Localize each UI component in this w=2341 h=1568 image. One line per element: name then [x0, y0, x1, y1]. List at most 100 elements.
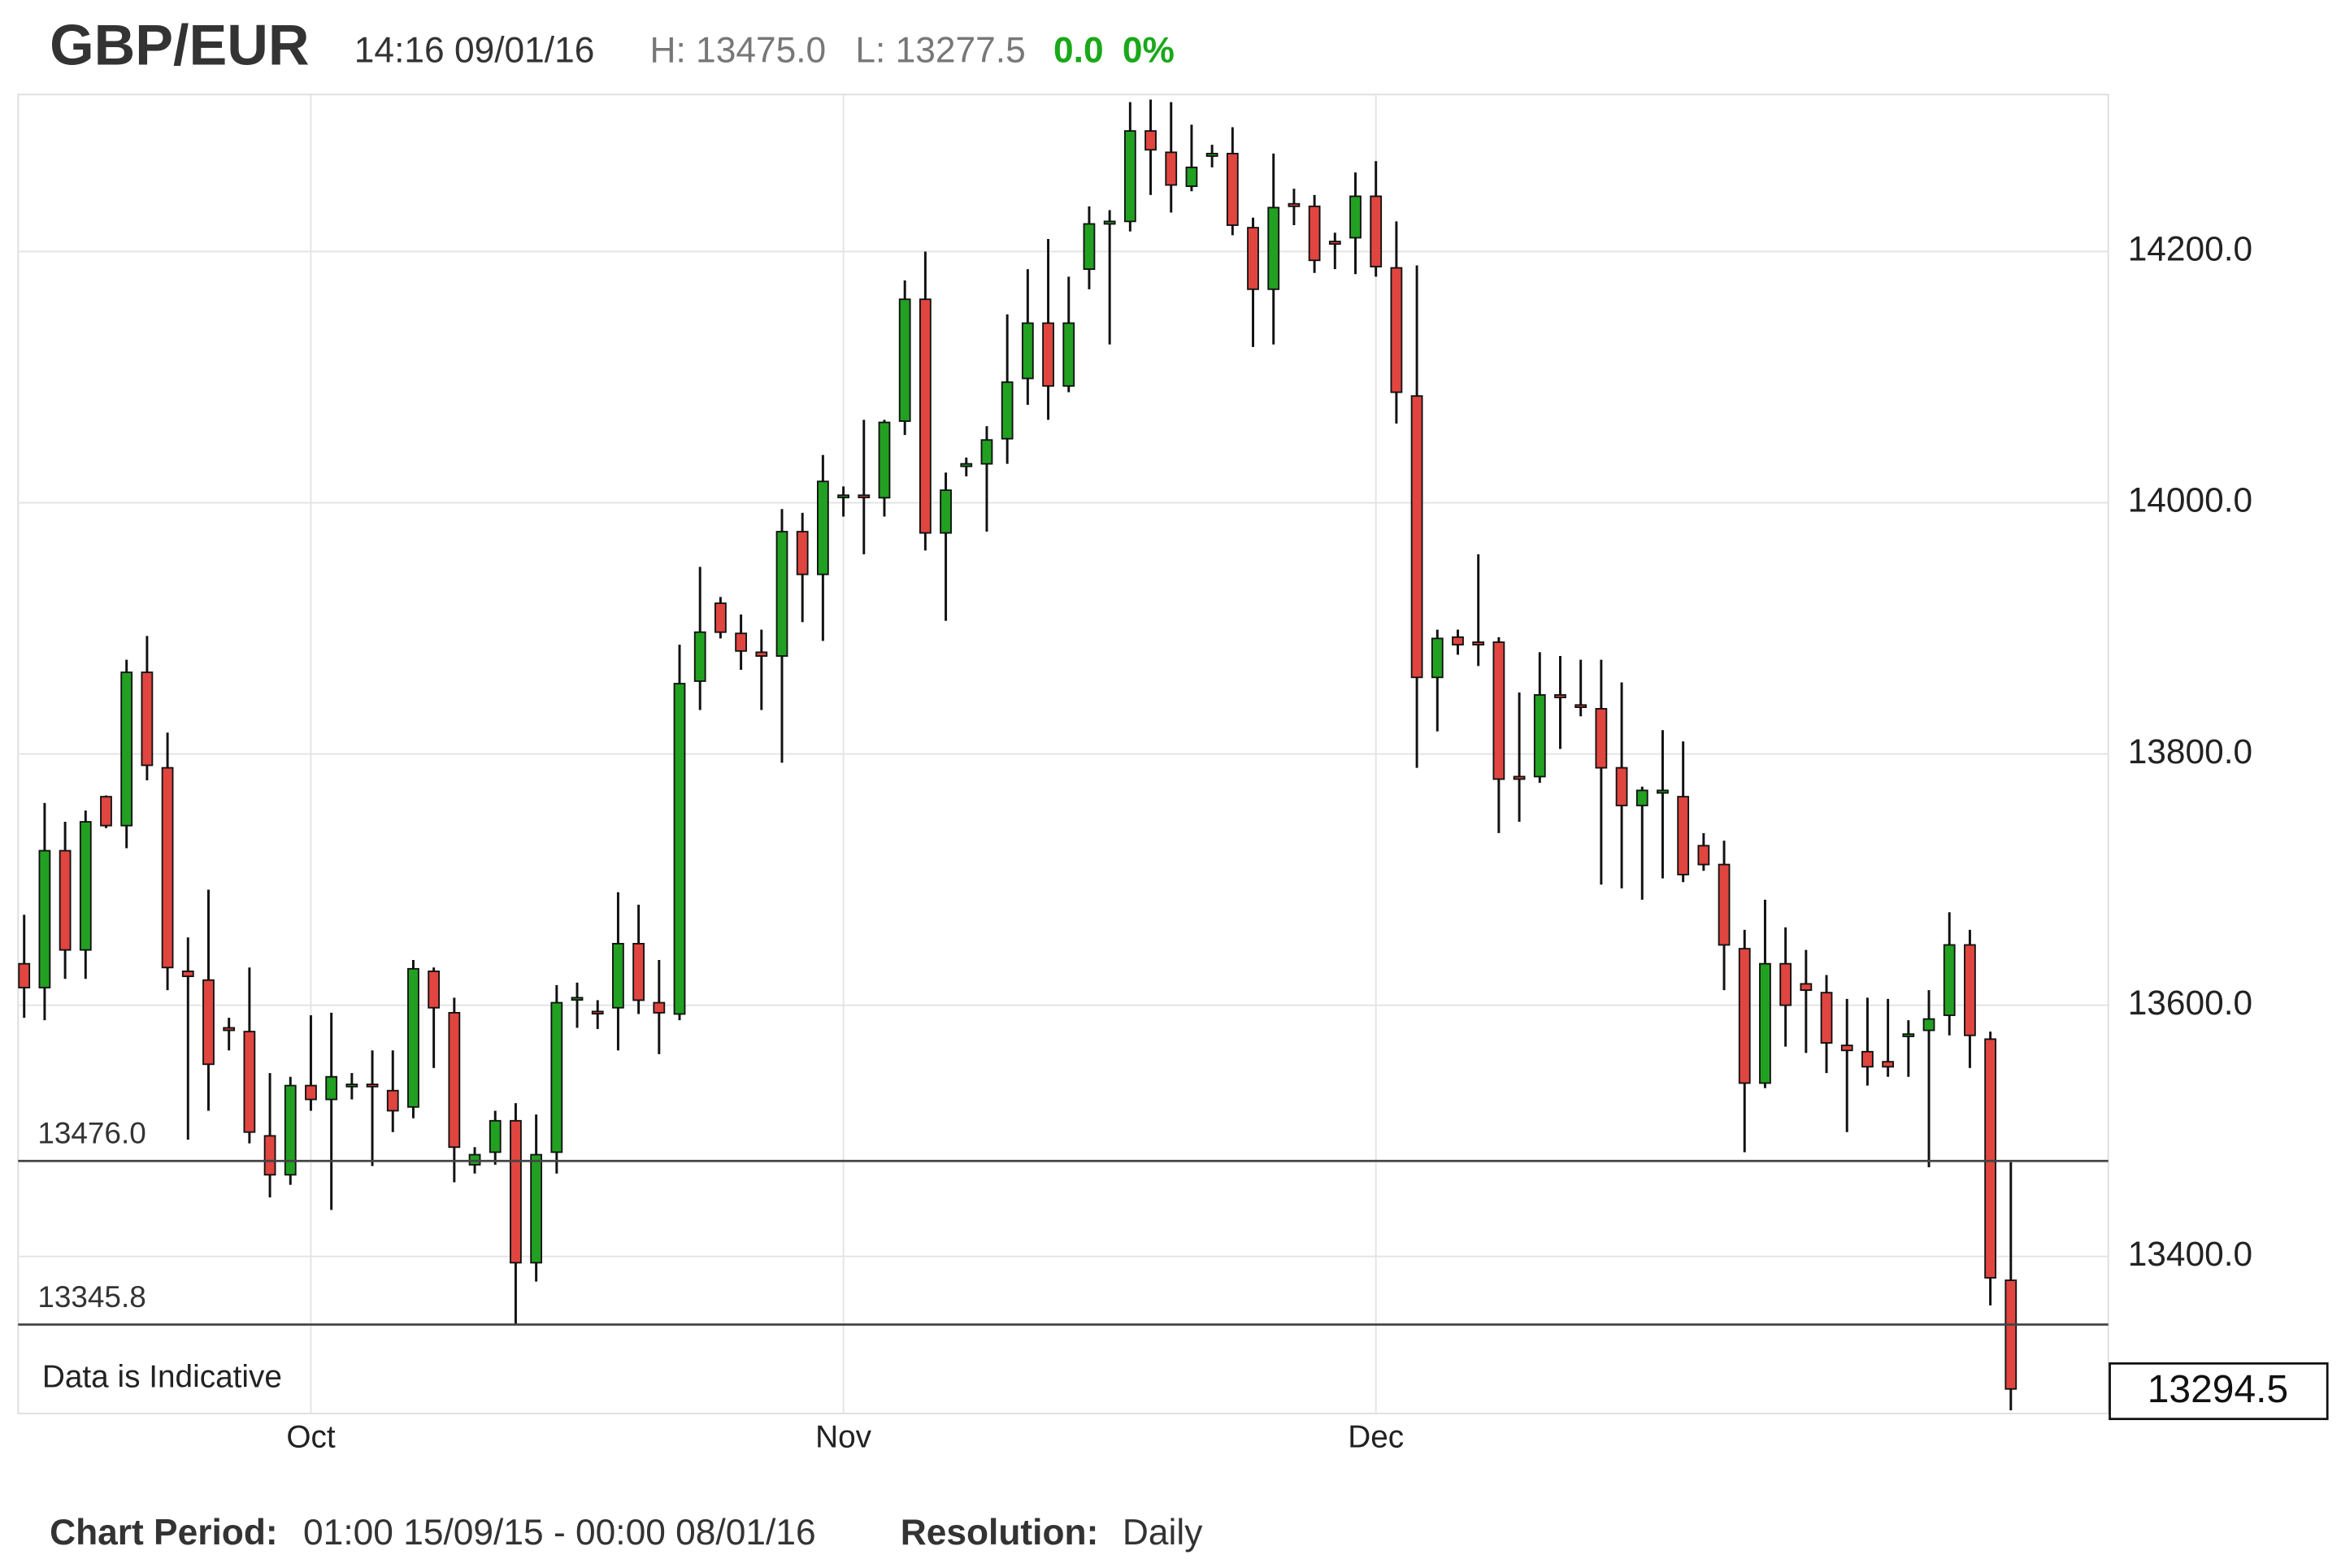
- candle-body: [960, 463, 973, 467]
- candle-body: [305, 1084, 317, 1101]
- candle-body: [1964, 944, 1976, 1036]
- candle-body: [1370, 195, 1383, 267]
- resolution-label: Resolution:: [901, 1513, 1099, 1553]
- candle-body: [1021, 322, 1034, 380]
- last-price-label: 13294.5: [2148, 1368, 2288, 1411]
- candle-body: [510, 1119, 522, 1264]
- y-tick-label: 13800.0: [2128, 732, 2252, 771]
- low: L: 13277.5: [855, 30, 1025, 70]
- period: 01:00 15/09/15 - 00:00 08/01/16: [303, 1513, 816, 1553]
- time: 14:16 09/01/16: [354, 30, 595, 70]
- candle-body: [1820, 992, 1833, 1044]
- candle-body: [1247, 227, 1259, 290]
- high: H: 13475.0: [649, 30, 826, 70]
- candle-body: [1472, 641, 1485, 646]
- candle-body: [59, 849, 72, 951]
- candle-body: [366, 1084, 379, 1088]
- candle-body: [223, 1027, 236, 1032]
- candle-body: [1635, 789, 1648, 806]
- candle-body: [1779, 962, 1792, 1006]
- candle-body: [448, 1011, 461, 1149]
- resolution: Daily: [1123, 1513, 1203, 1553]
- note: Data is Indicative: [42, 1360, 282, 1395]
- candle-body: [263, 1135, 276, 1176]
- candle-body: [1062, 322, 1075, 387]
- candle-body: [858, 494, 871, 498]
- x-tick-label: Dec: [1348, 1419, 1404, 1454]
- candle-body: [837, 494, 849, 498]
- candle-body: [181, 970, 194, 978]
- reference-label: 13476.0: [37, 1117, 145, 1150]
- candle-body: [1226, 153, 1239, 226]
- symbol: GBP/EUR: [50, 13, 310, 76]
- candle-body: [1882, 1061, 1895, 1068]
- candle-body: [1759, 962, 1771, 1084]
- candle-body: [468, 1153, 481, 1166]
- change-pct: 0%: [1123, 30, 1175, 70]
- candle-body: [1308, 205, 1321, 262]
- candle-body: [735, 632, 747, 652]
- candle-body: [1267, 206, 1280, 290]
- candle-body: [1718, 863, 1731, 946]
- candle-body: [530, 1153, 543, 1264]
- candle-body: [1943, 944, 1956, 1016]
- candle-body: [120, 671, 133, 827]
- candle-body: [1410, 395, 1423, 679]
- candle-body: [428, 970, 441, 1009]
- candle-body: [550, 1001, 563, 1153]
- candle-body: [919, 298, 932, 534]
- candle-body: [1431, 637, 1444, 679]
- reference-label: 13345.8: [37, 1280, 145, 1314]
- candle-body: [591, 1010, 604, 1015]
- candle-body: [325, 1075, 338, 1101]
- candle-body: [1144, 130, 1157, 151]
- candle-body: [693, 631, 706, 682]
- candle-body: [1165, 151, 1178, 186]
- candle-body: [1984, 1038, 1997, 1279]
- candle-body: [632, 943, 645, 1001]
- candle-body: [284, 1084, 297, 1176]
- candle-body: [1185, 166, 1198, 188]
- candle-body: [1042, 322, 1054, 387]
- candle-body: [796, 531, 809, 576]
- last-price-box: [2109, 1362, 2329, 1421]
- candle-body: [100, 796, 112, 827]
- candle-body: [38, 849, 51, 988]
- candle-body: [714, 602, 727, 633]
- candle-body: [386, 1089, 399, 1112]
- candle-body: [1697, 845, 1710, 866]
- candle-body: [1349, 195, 1362, 239]
- candle-body: [817, 480, 829, 576]
- candle-body: [1861, 1050, 1874, 1068]
- candle-body: [1452, 636, 1464, 646]
- x-tick-label: Nov: [815, 1419, 872, 1454]
- candle-body: [940, 489, 952, 534]
- candle-body: [1328, 241, 1341, 245]
- candle-body: [1574, 704, 1587, 709]
- candle-body: [2004, 1279, 2017, 1390]
- candle-body: [1902, 1033, 1915, 1037]
- candle-body: [345, 1084, 358, 1088]
- candle-body: [243, 1031, 256, 1133]
- y-tick-label: 14000.0: [2128, 481, 2252, 519]
- candle-body: [1205, 153, 1218, 157]
- candle-body: [1492, 641, 1505, 780]
- candle-body: [673, 683, 686, 1015]
- candle-body: [1615, 767, 1628, 806]
- candle-body: [653, 1001, 666, 1014]
- candle-body: [1677, 796, 1690, 875]
- candle-body: [407, 967, 419, 1108]
- candle-body: [1083, 223, 1096, 271]
- candle-body: [1001, 381, 1014, 440]
- candle-body: [1657, 789, 1669, 794]
- candle-body: [1595, 708, 1608, 769]
- candle-body: [161, 767, 174, 969]
- candle-body: [1554, 694, 1566, 698]
- change: 0.0: [1053, 30, 1104, 70]
- candle-body: [898, 298, 911, 422]
- y-tick-label: 14200.0: [2128, 230, 2252, 268]
- candle-body: [980, 439, 993, 465]
- candle-body: [1123, 130, 1136, 223]
